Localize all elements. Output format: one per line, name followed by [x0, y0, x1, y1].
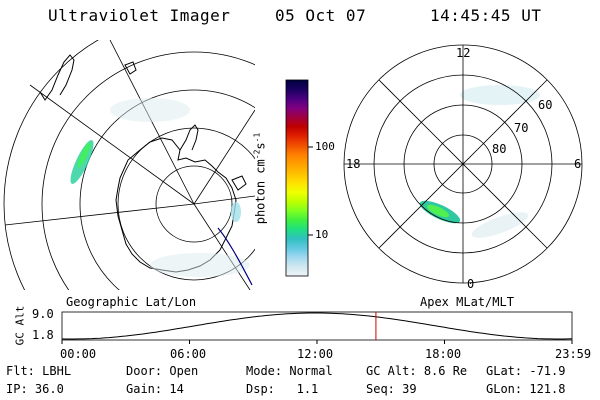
units-exponent: -1: [252, 132, 262, 143]
glon-label: GLon:: [486, 382, 523, 396]
door-value: Open: [169, 364, 199, 378]
altitude-xtick: 12:00: [297, 347, 334, 361]
gcalt-value: 8.6 Re: [423, 364, 468, 378]
altitude-xtick: 18:00: [425, 347, 462, 361]
status-glon: GLon: 121.8: [486, 382, 565, 396]
status-seq: Seq: 39: [366, 382, 417, 396]
status-mode: Mode: Normal: [246, 364, 333, 378]
units-text: s: [253, 142, 268, 150]
time-label: 14:45:45 UT: [430, 6, 542, 25]
status-glat: GLat: -71.9: [486, 364, 565, 378]
meridian-line: [193, 109, 255, 205]
satellite-track: [217, 227, 253, 286]
antarctic-peninsula: [179, 124, 199, 151]
door-label: Door:: [126, 364, 163, 378]
lat-circle-80: [155, 165, 233, 243]
island-outline: [124, 61, 137, 75]
altitude-xtick: 00:00: [60, 347, 97, 361]
south-america-coast: [39, 54, 75, 101]
lat-circle-40: [3, 40, 99, 290]
left-map-caption: Geographic Lat/Lon: [66, 295, 197, 309]
mlat-label-70: 70: [514, 121, 529, 135]
colorbar-tick-label: 10: [315, 228, 329, 241]
antarctica-coastline: [115, 137, 237, 273]
aurora-blob: [426, 204, 450, 218]
dsp-value: 1.1: [296, 382, 319, 396]
aurora-haze: [471, 212, 529, 238]
mlt-label-18: 18: [346, 157, 361, 171]
mlt-label-0: 0: [467, 277, 475, 291]
island-outline: [231, 175, 247, 191]
altitude-curve: [61, 312, 573, 340]
gain-value: 14: [169, 382, 184, 396]
status-gcalt: GC Alt: 8.6 Re: [366, 364, 467, 378]
mlat-label-60: 60: [538, 98, 553, 112]
mlat-label-80: 80: [492, 142, 507, 156]
colorbar-tick-label: 100: [315, 140, 335, 153]
altitude-plot-frame: [61, 311, 573, 341]
right-map-caption: Apex MLat/MLT: [420, 295, 514, 309]
status-flt: Flt: LBHL: [6, 364, 71, 378]
aurora-blob: [231, 202, 241, 222]
meridian-line: [193, 195, 255, 205]
mlt-line: [378, 79, 548, 249]
date-label: 05 Oct 07: [275, 6, 367, 25]
status-dsp: Dsp: 1.1: [246, 382, 318, 396]
aurora-haze: [110, 98, 190, 122]
aurora-haze: [150, 253, 250, 277]
lat-circle-50: [41, 51, 255, 290]
mlt-label-12: 12: [456, 46, 471, 60]
altitude-xtick: 06:00: [170, 347, 207, 361]
units-exponent: -2: [252, 149, 262, 160]
geographic-map: [3, 40, 255, 290]
altitude-xtick: 23:59: [555, 347, 592, 361]
status-door: Door: Open: [126, 364, 198, 378]
lat-circle-60: [79, 89, 255, 290]
app-title: Ultraviolet Imager: [48, 6, 231, 25]
ip-label: IP:: [6, 382, 28, 396]
altitude-ytick-max: 9.0: [32, 307, 54, 321]
altitude-ytick-min: 1.8: [32, 328, 54, 342]
aurora-left: [70, 98, 250, 277]
lat-circle-70: [117, 127, 255, 281]
glat-value: -71.9: [529, 364, 566, 378]
magnetic-map: [343, 44, 583, 284]
aurora-haze: [460, 85, 540, 105]
units-text: photon cm: [253, 159, 268, 225]
status-gain: Gain: 14: [126, 382, 184, 396]
flt-value: LBHL: [42, 364, 72, 378]
aurora-blob: [77, 142, 91, 168]
mlt-label-6: 6: [574, 157, 582, 171]
mode-label: Mode:: [246, 364, 283, 378]
seq-label: Seq:: [366, 382, 395, 396]
ip-value: 36.0: [34, 382, 64, 396]
gain-label: Gain:: [126, 382, 163, 396]
meridian-line: [29, 84, 195, 205]
color-scale-bar: [285, 79, 309, 277]
seq-value: 39: [402, 382, 417, 396]
mode-value: Normal: [289, 364, 333, 378]
meridian-line: [109, 40, 195, 205]
glon-value: 121.8: [529, 382, 566, 396]
glat-label: GLat:: [486, 364, 523, 378]
dsp-label: Dsp:: [246, 382, 275, 396]
meridian-line: [4, 203, 195, 226]
flt-label: Flt:: [6, 364, 35, 378]
gcalt-label: GC Alt:: [366, 364, 417, 378]
status-ip: IP: 36.0: [6, 382, 64, 396]
